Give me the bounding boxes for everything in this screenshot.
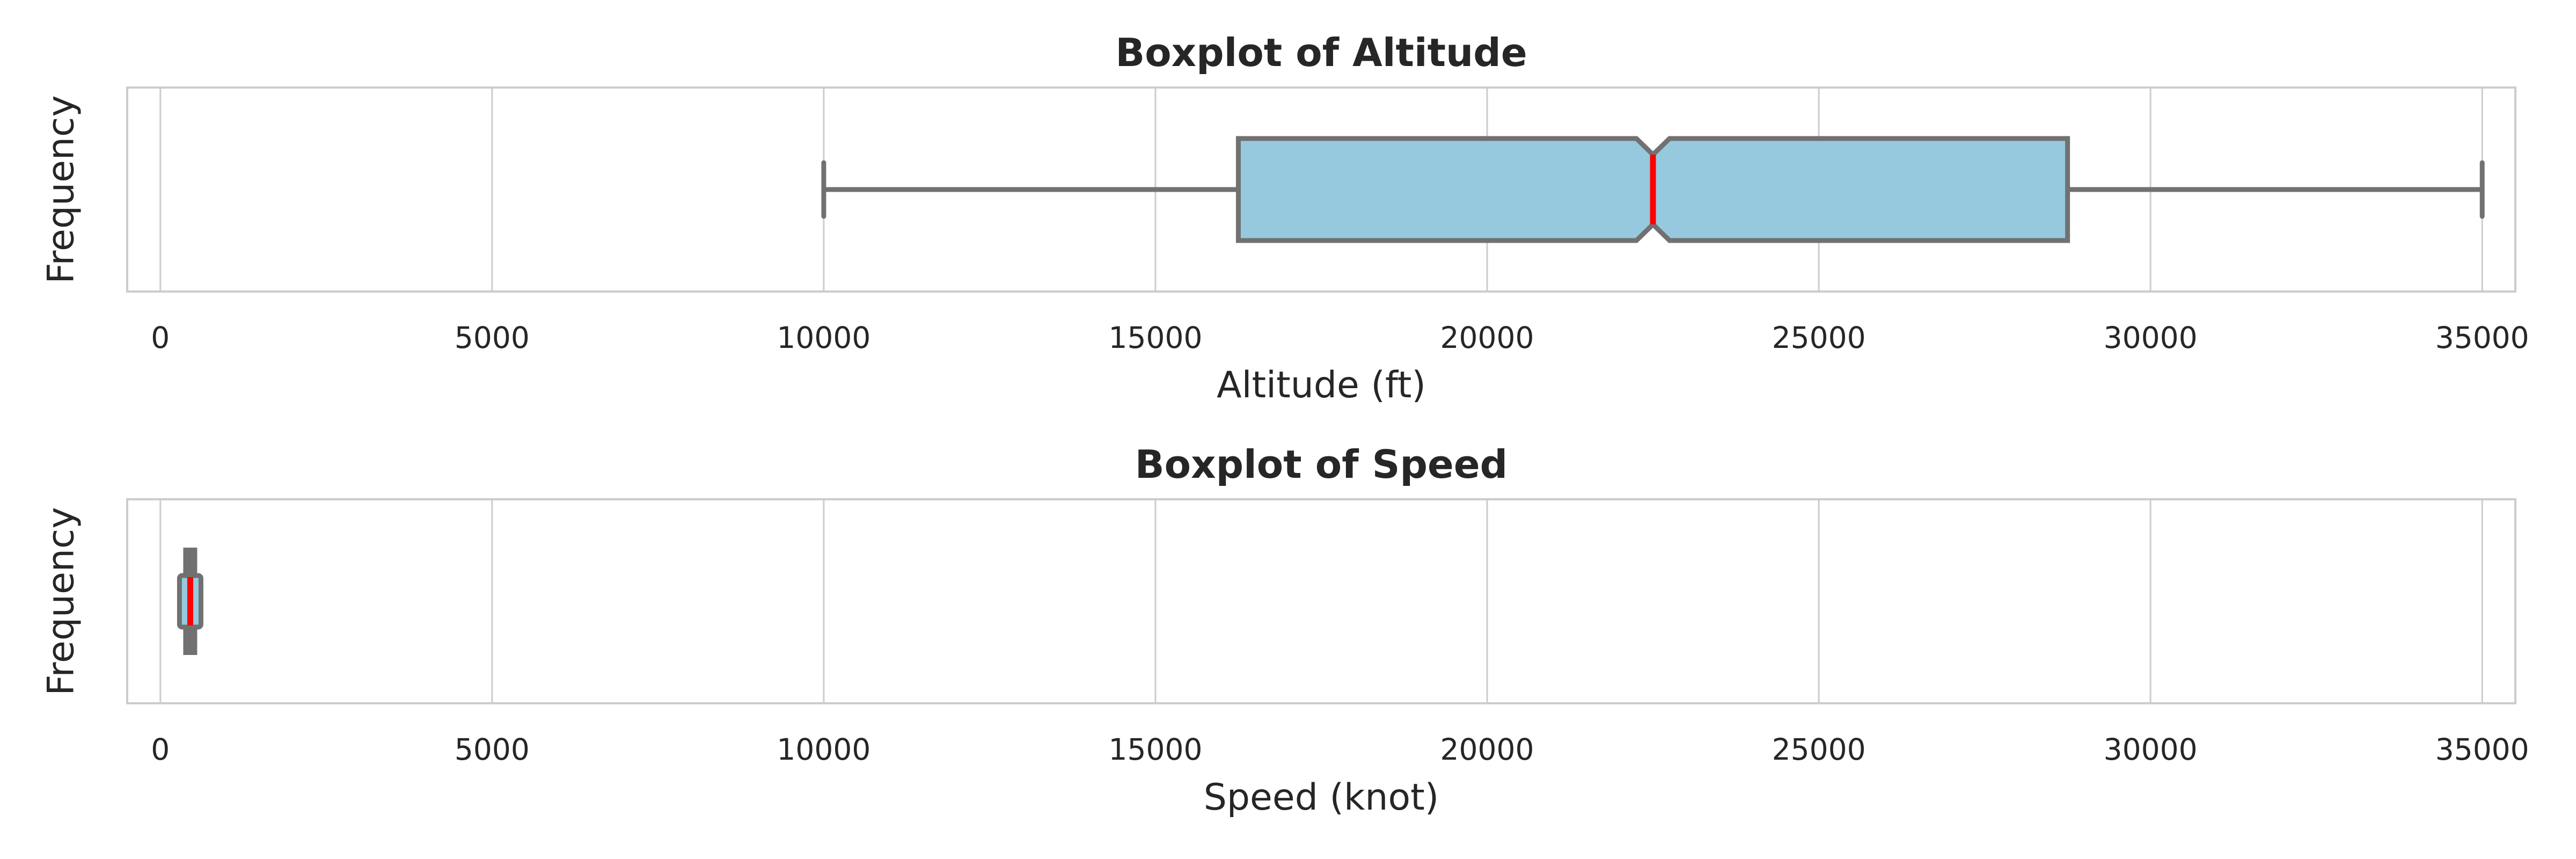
x-tick-label: 5000 [455,732,530,767]
x-tick-label: 15000 [1108,732,1202,767]
x-tick-label: 5000 [455,321,530,355]
x-tick-label: 10000 [777,732,870,767]
plot-frame [126,498,2516,704]
x-tick-label: 20000 [1440,732,1534,767]
y-axis-label: Frequency [40,507,83,695]
x-tick-label: 35000 [2435,321,2529,355]
x-tick-label: 25000 [1772,321,1866,355]
x-tick-label: 20000 [1440,321,1534,355]
plot-frame [126,86,2516,293]
x-tick-label: 0 [151,321,170,355]
x-tick-label: 15000 [1108,321,1202,355]
x-tick-label: 30000 [2104,321,2198,355]
x-axis-label: Speed (knot) [1204,776,1439,819]
chart-title: Boxplot of Altitude [1115,30,1527,75]
x-tick-label: 0 [151,732,170,767]
x-tick-label: 30000 [2104,732,2198,767]
speed-boxplot-panel: 0 5000 10000 15000 20000 25000 30000 35000 Boxpl… [40,442,2529,819]
x-tick-label: 10000 [777,321,870,355]
altitude-boxplot-panel: 0 5000 10000 15000 20000 25000 30000 35000 Boxpl… [40,30,2529,406]
x-axis-label: Altitude (ft) [1217,364,1426,406]
x-tick-label: 25000 [1772,732,1866,767]
chart-title: Boxplot of Speed [1135,442,1507,487]
y-axis-label: Frequency [40,95,83,283]
x-tick-label: 35000 [2435,732,2529,767]
